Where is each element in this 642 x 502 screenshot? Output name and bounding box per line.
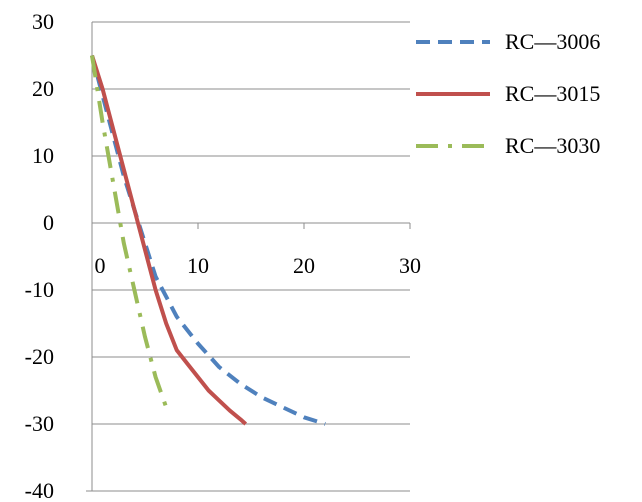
y-tick-label: -30 <box>25 411 54 436</box>
x-tick-label: 30 <box>399 253 421 278</box>
y-tick-label: -10 <box>25 277 54 302</box>
series-line-2 <box>90 54 248 426</box>
series-group <box>90 54 326 426</box>
y-tick-label: -40 <box>25 478 54 502</box>
y-tick-label: 20 <box>32 76 54 101</box>
legend-label-3: RC—3030 <box>505 133 600 158</box>
legend: RC—3006 RC—3015 RC—3030 <box>416 29 600 158</box>
series-line-1 <box>90 54 326 426</box>
series-line-3 <box>90 55 169 408</box>
y-tick-label: -20 <box>25 344 54 369</box>
y-tick-labels: 30 20 10 0 -10 -20 -30 -40 <box>25 9 54 502</box>
axes <box>86 22 411 492</box>
x-tick-label: 20 <box>293 253 315 278</box>
x-tick-label: 0 <box>95 253 106 278</box>
y-tick-label: 0 <box>43 210 54 235</box>
x-tick-label: 10 <box>187 253 209 278</box>
y-tick-label: 30 <box>32 9 54 34</box>
x-tick-labels: 0 10 20 30 <box>95 253 422 278</box>
y-tick-label: 10 <box>32 143 54 168</box>
grid <box>92 21 410 492</box>
legend-label-1: RC—3006 <box>505 29 600 54</box>
legend-label-2: RC—3015 <box>505 81 600 106</box>
